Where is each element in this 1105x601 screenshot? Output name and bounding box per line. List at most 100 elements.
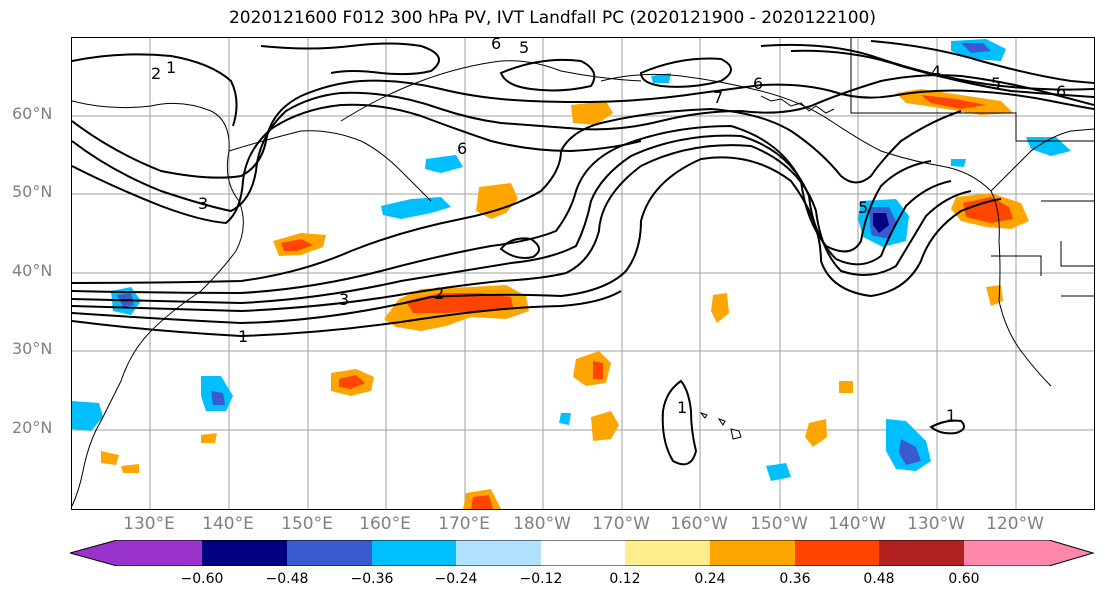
colorbar-tick-10: 0.60 <box>948 571 980 587</box>
contour-13 <box>639 57 732 88</box>
colorbar <box>70 540 1095 566</box>
contour-7 <box>72 79 1094 179</box>
lon-label-170e: 170°E <box>438 514 490 534</box>
lon-label-150e: 150°E <box>281 514 333 534</box>
contour-label-5-ne-pac: 5 <box>858 198 868 217</box>
contour-5 <box>72 124 932 295</box>
positive-blob-central-core <box>406 293 513 313</box>
contour-17 <box>661 379 698 466</box>
colorbar-tick-3: −0.36 <box>350 571 394 587</box>
positive-blob-9 <box>121 464 139 473</box>
positive-blob-2 <box>573 351 611 386</box>
colorbar-bin-11 <box>964 540 1049 566</box>
lon-label-160e: 160°E <box>359 514 411 534</box>
lat-label-20n: 20°N <box>12 418 53 437</box>
contour-16 <box>870 40 1094 84</box>
contour-19 <box>499 237 540 259</box>
negative-blob-ne-pac-inner <box>873 213 889 233</box>
contour-3 <box>72 144 972 313</box>
map-canvas: 1 2 3 3 6 7 6 5 4 5 6 1 1 2 1 5 6 <box>72 38 1094 509</box>
contour-11 <box>260 42 440 76</box>
colorbar-tick-6: 0.12 <box>609 571 641 587</box>
colorbar-bin-10 <box>879 540 964 566</box>
colorbar-tick-8: 0.36 <box>779 571 811 587</box>
negative-blob-hawaii-east-core <box>899 439 921 465</box>
colorbar-bin-5 <box>456 540 541 566</box>
lon-label-120w: 120°W <box>986 514 1044 534</box>
lat-label-30n: 30°N <box>12 339 53 358</box>
positive-blob-midpac <box>476 183 518 219</box>
colorbar-tick-1: −0.60 <box>180 571 224 587</box>
positive-blob-11 <box>839 381 853 393</box>
negative-blob-sw-2 <box>72 401 103 431</box>
colorbar-bin-3 <box>287 540 372 566</box>
lon-label-170w: 170°W <box>592 514 650 534</box>
colorbar-tick-7: 0.24 <box>694 571 726 587</box>
positive-blob-japan-core <box>281 239 313 251</box>
colorbar-tick-5: −0.12 <box>519 571 563 587</box>
contour-1-west <box>72 290 622 338</box>
contour-labels: 1 2 3 3 6 7 6 5 4 5 6 1 1 2 1 5 6 <box>151 38 1066 425</box>
lat-label-50n: 50°N <box>12 182 53 201</box>
negative-blob-mid-1 <box>381 197 451 219</box>
colorbar-tick-2: −0.48 <box>265 571 309 587</box>
negative-blob-pnw <box>1026 137 1071 156</box>
contour-9 <box>72 103 642 225</box>
contour-10 <box>72 53 238 127</box>
lon-label-140e: 140°E <box>202 514 254 534</box>
positive-blob-8 <box>101 451 119 465</box>
lon-label-130e: 130°E <box>123 514 175 534</box>
contour-label-5-gulf: 5 <box>991 74 1001 93</box>
positive-blob-bc-core <box>921 95 986 109</box>
contour-label-2-central: 2 <box>434 284 444 303</box>
map-panel: 1 2 3 3 6 7 6 5 4 5 6 1 1 2 1 5 6 <box>71 37 1095 510</box>
map-title: 2020121600 F012 300 hPa PV, IVT Landfall… <box>228 8 876 28</box>
negative-blob-se <box>766 463 791 481</box>
colorbar-bin-1 <box>117 540 202 566</box>
contour-label-6-north: 6 <box>457 139 467 158</box>
colorbar-tick-4: −0.24 <box>434 571 478 587</box>
negative-blob-mid-2 <box>425 155 463 173</box>
colorbar-bin-9 <box>795 540 879 566</box>
contour-label-3-north: 3 <box>198 194 208 213</box>
contour-label-1-west: 1 <box>238 327 248 346</box>
pv-contours <box>72 40 1094 466</box>
contour-label-1-hawaii: 1 <box>677 398 687 417</box>
negative-blob-small-3 <box>951 159 966 167</box>
lon-label-130w: 130°W <box>907 514 965 534</box>
contour-label-7-north: 7 <box>713 88 723 107</box>
contour-label-4-gulf: 4 <box>931 62 941 81</box>
contour-label-2-nw: 2 <box>151 64 161 83</box>
colorbar-extend-low <box>70 540 117 566</box>
contour-label-6-ne: 6 <box>753 74 763 93</box>
positive-blob-6 <box>711 293 729 323</box>
colorbar-bin-6 <box>541 540 625 566</box>
contour-8 <box>72 74 1094 213</box>
lon-label-160w: 160°W <box>670 514 728 534</box>
contour-label-3-central: 3 <box>339 290 349 309</box>
positive-blob-10 <box>201 433 217 443</box>
lon-label-140w: 140°W <box>828 514 886 534</box>
colorbar-bin-8 <box>710 540 795 566</box>
lat-label-40n: 40°N <box>12 261 53 280</box>
contour-2 <box>72 156 1002 325</box>
colorbar-extend-high <box>1049 540 1093 566</box>
positive-blob-2-core <box>593 361 603 379</box>
contour-4 <box>72 134 952 305</box>
colorbar-bin-2 <box>202 540 287 566</box>
positive-blob-3 <box>591 411 619 441</box>
contour-label-6-top: 6 <box>491 38 501 53</box>
contour-label-5-alaska: 5 <box>519 38 529 57</box>
contour-15 <box>790 49 1094 98</box>
lon-label-180w: 180°W <box>513 514 571 534</box>
contour-label-1-nw: 1 <box>166 58 176 77</box>
colorbar-bin-4 <box>372 540 456 566</box>
lat-label-60n: 60°N <box>12 104 53 123</box>
contour-18 <box>929 419 966 435</box>
positive-blob-aleutian <box>571 101 613 125</box>
colorbar-tick-9: 0.48 <box>863 571 895 587</box>
negative-blob-small-1 <box>559 413 571 425</box>
negative-blob-small-2 <box>651 73 671 83</box>
positive-blob-5 <box>805 419 827 447</box>
lon-label-150w: 150°W <box>750 514 808 534</box>
